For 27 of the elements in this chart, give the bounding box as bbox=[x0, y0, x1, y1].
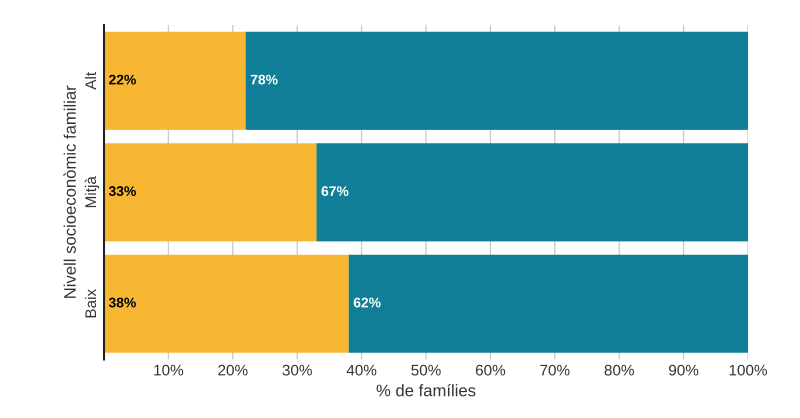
data-label: 62% bbox=[354, 298, 381, 308]
y-axis-title: Nivell socioeconòmic familiar bbox=[63, 86, 76, 298]
data-label: 38% bbox=[108, 298, 136, 308]
x-tick-label: 30% bbox=[282, 364, 312, 376]
bar bbox=[246, 32, 748, 130]
x-tick-label: 90% bbox=[669, 364, 698, 376]
x-tick-label: 50% bbox=[411, 364, 441, 376]
bar bbox=[348, 254, 748, 353]
data-label: 67% bbox=[322, 186, 348, 196]
y-tick-label: Baix bbox=[84, 289, 96, 318]
x-tick-label: 60% bbox=[476, 364, 506, 376]
x-tick-label: 40% bbox=[346, 364, 376, 376]
x-tick-label: 100% bbox=[730, 364, 767, 376]
bar bbox=[104, 254, 349, 353]
bar bbox=[104, 32, 246, 130]
x-tick-label: 80% bbox=[604, 364, 634, 376]
x-tick-label: 10% bbox=[154, 364, 184, 376]
data-label: 78% bbox=[250, 74, 278, 85]
bar bbox=[316, 143, 748, 242]
data-label: 33% bbox=[108, 186, 136, 196]
y-tick-label: Alt bbox=[84, 72, 96, 90]
bar bbox=[104, 143, 317, 242]
x-axis-title: % de famílies bbox=[376, 384, 476, 396]
y-tick-label: Mitjà bbox=[84, 176, 100, 208]
x-tick-label: 20% bbox=[218, 364, 248, 376]
data-label: 22% bbox=[108, 74, 136, 85]
x-tick-label: 70% bbox=[540, 364, 570, 376]
